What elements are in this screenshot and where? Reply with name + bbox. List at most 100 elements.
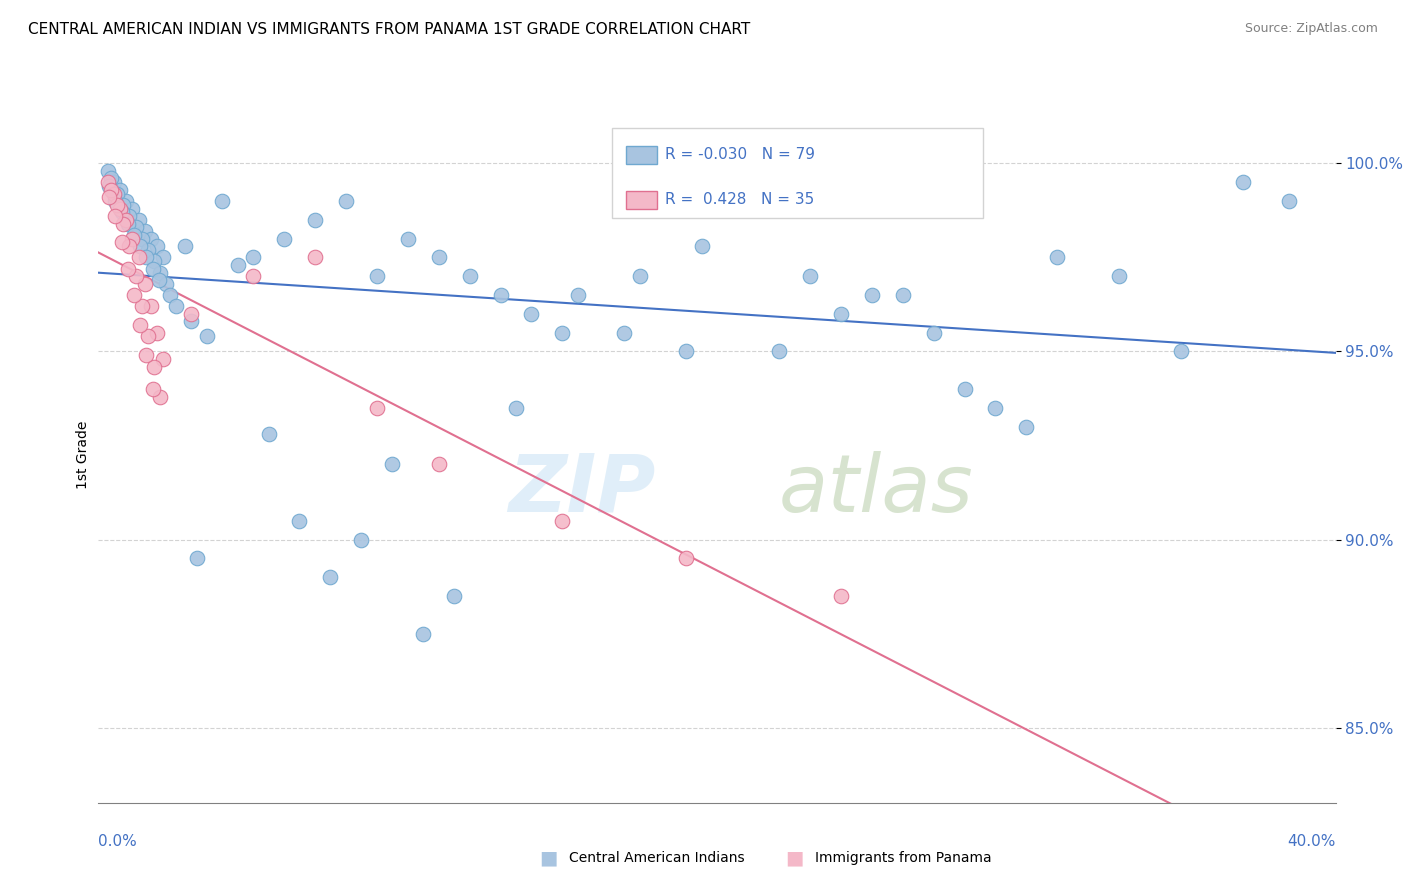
Point	[97, 164, 120, 178]
Point	[211, 194, 233, 208]
Point	[195, 329, 218, 343]
Text: CENTRAL AMERICAN INDIAN VS IMMIGRANTS FROM PANAMA 1ST GRADE CORRELATION CHART: CENTRAL AMERICAN INDIAN VS IMMIGRANTS FR…	[28, 22, 751, 37]
Point	[242, 269, 264, 284]
Point	[124, 220, 146, 235]
Point	[121, 202, 143, 216]
Point	[98, 179, 121, 194]
Point	[118, 209, 141, 223]
Point	[165, 299, 187, 313]
Point	[146, 326, 169, 340]
Point	[128, 212, 150, 227]
Point	[122, 227, 145, 242]
Point	[124, 269, 146, 284]
Point	[104, 209, 127, 223]
Point	[143, 359, 166, 374]
Text: R =  0.428   N = 35: R = 0.428 N = 35	[665, 192, 814, 207]
Point	[131, 232, 153, 246]
Y-axis label: 1st Grade: 1st Grade	[76, 421, 90, 489]
Point	[1046, 251, 1069, 265]
Point	[108, 183, 131, 197]
Point	[427, 251, 450, 265]
Point	[100, 183, 122, 197]
Point	[104, 194, 127, 208]
Point	[149, 266, 172, 280]
Point	[366, 269, 388, 284]
Point	[100, 171, 122, 186]
Point	[613, 326, 636, 340]
Point	[953, 382, 976, 396]
Point	[134, 277, 156, 291]
Text: atlas: atlas	[779, 450, 974, 529]
Point	[675, 551, 697, 566]
Point	[551, 514, 574, 528]
Point	[129, 239, 152, 253]
Point	[103, 186, 125, 201]
Point	[304, 251, 326, 265]
Point	[860, 288, 883, 302]
Point	[139, 232, 162, 246]
Point	[922, 326, 945, 340]
Point	[115, 194, 138, 208]
Text: Immigrants from Panama: Immigrants from Panama	[815, 851, 993, 865]
Point	[891, 288, 914, 302]
Point	[141, 382, 165, 396]
Point	[135, 348, 157, 362]
Point	[117, 217, 139, 231]
Point	[1015, 419, 1038, 434]
Point	[288, 514, 311, 528]
Point	[304, 212, 326, 227]
Point	[567, 288, 589, 302]
Point	[675, 344, 697, 359]
Point	[768, 344, 790, 359]
Point	[174, 239, 197, 253]
Point	[1108, 269, 1130, 284]
Point	[412, 626, 434, 640]
Point	[226, 258, 249, 272]
Point	[984, 401, 1007, 415]
Point	[551, 326, 574, 340]
Point	[180, 307, 202, 321]
Text: ■: ■	[538, 848, 558, 868]
Point	[111, 205, 132, 219]
Point	[520, 307, 543, 321]
Point	[443, 589, 465, 603]
Point	[135, 251, 157, 265]
Point	[186, 551, 208, 566]
Point	[149, 390, 172, 404]
Point	[1232, 175, 1254, 189]
Point	[143, 254, 166, 268]
Point	[134, 224, 156, 238]
Point	[350, 533, 373, 547]
Text: ■: ■	[785, 848, 804, 868]
Point	[105, 186, 128, 201]
Point	[121, 232, 143, 246]
Point	[505, 401, 527, 415]
Point	[257, 427, 280, 442]
Point	[489, 288, 512, 302]
Point	[112, 217, 135, 231]
Point	[628, 269, 651, 284]
Point	[117, 261, 139, 276]
Point	[396, 232, 419, 246]
Point	[136, 329, 159, 343]
Point	[103, 175, 125, 189]
Point	[105, 198, 128, 212]
Point	[242, 251, 264, 265]
Point	[381, 458, 404, 472]
Point	[148, 273, 170, 287]
Text: 40.0%: 40.0%	[1288, 834, 1336, 849]
Point	[108, 202, 131, 216]
Point	[155, 277, 177, 291]
Point	[131, 299, 153, 313]
Point	[690, 239, 713, 253]
Point	[273, 232, 295, 246]
Point	[122, 288, 145, 302]
Point	[1170, 344, 1192, 359]
Point	[458, 269, 481, 284]
Point	[180, 314, 202, 328]
Text: 0.0%: 0.0%	[98, 834, 138, 849]
Point	[830, 307, 852, 321]
Point	[112, 198, 135, 212]
Point	[111, 235, 132, 250]
Point	[136, 243, 159, 257]
